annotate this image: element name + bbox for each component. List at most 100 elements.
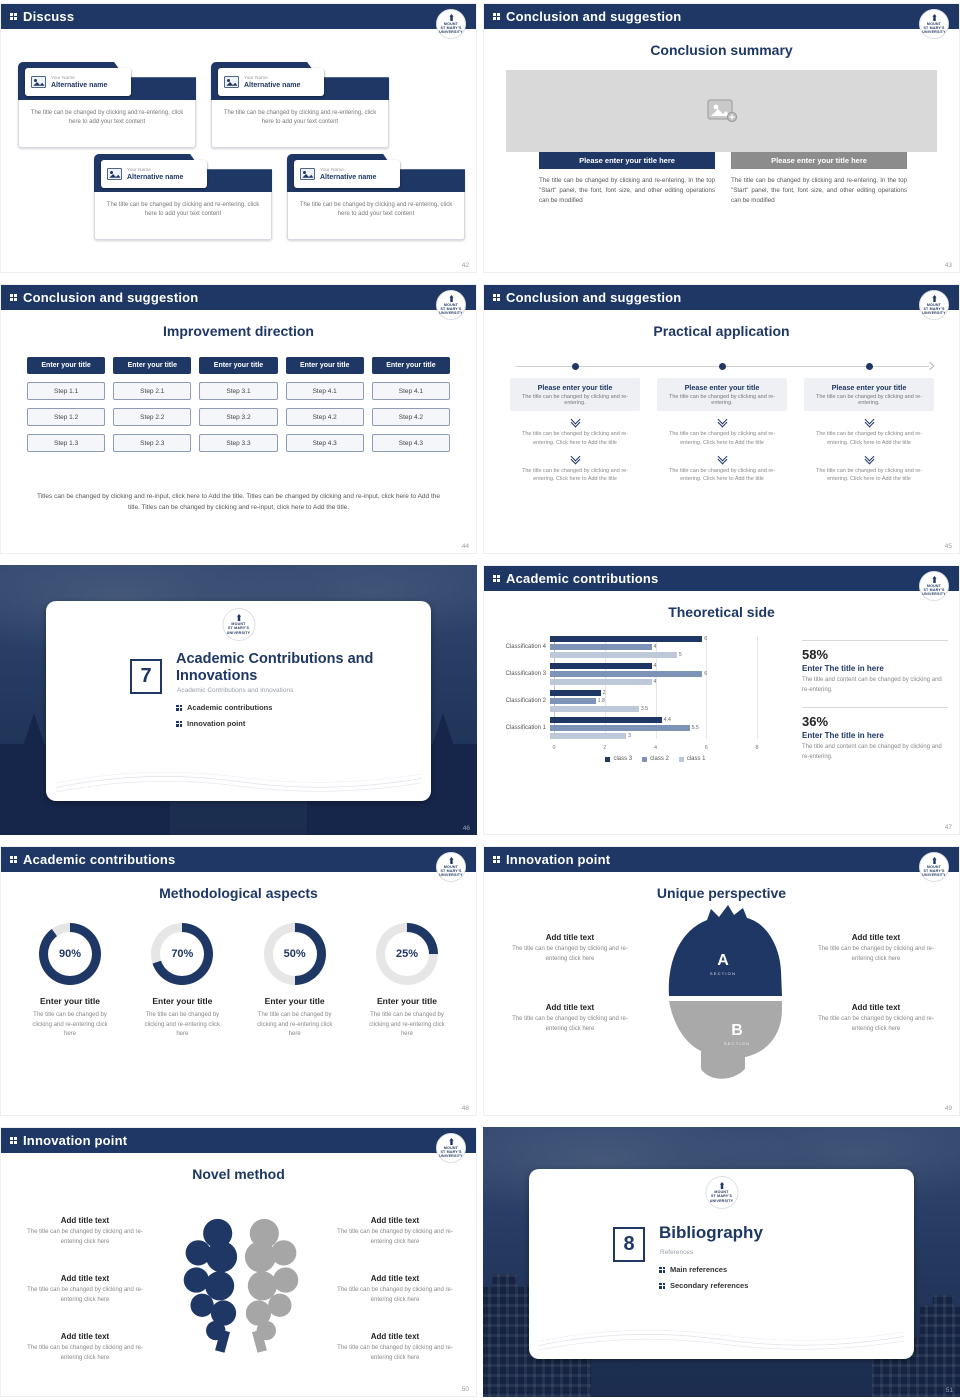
title-button-right[interactable]: Please enter your title here [731,152,907,169]
process-column: Please enter your title The title can be… [657,363,787,484]
folder-body: The title can be changed by clicking and… [287,192,465,240]
step-cell: Step 1.1 [27,382,106,400]
alternative-name-label: Alternative name [127,173,184,181]
slide-50-novel-method[interactable]: Innovation point MOUNT ST MARY'S UNIVERS… [0,1127,477,1397]
page-number: 50 [461,1386,469,1393]
logo-text: ST MARY'S [440,25,462,30]
bar-group: Classification 1 4.4 5.5 3 [498,717,790,739]
title-block: Add title text The title can be changed … [325,1332,465,1363]
bar [550,690,601,696]
block-title: Add title text [851,933,901,942]
page-number: 46 [462,825,470,832]
folder-card: Your Name Alternative name The title can… [94,154,272,240]
logo-text: ST MARY'S [923,868,945,873]
logo-emblem-icon [931,575,937,583]
logo-text: ST MARY'S [440,868,462,873]
slide-51-section-divider[interactable]: MOUNT ST MARY'S UNIVERSITY 8 Bibliograph… [483,1127,960,1397]
bar-value-label: 5.5 [691,725,699,731]
slide-45-practical-application[interactable]: Conclusion and suggestion MOUNT ST MARY'… [483,284,960,554]
timeline-dot [718,363,726,370]
slide-title: Conclusion summary [650,42,793,58]
donut-ring: 90% [39,923,101,985]
slide-header-title: Innovation point [506,852,611,867]
block-title: Add title text [545,1003,595,1012]
logo-emblem-icon [719,1182,724,1190]
process-title: Please enter your title [537,383,613,392]
section-bullets: Academic contributions Innovation point [176,703,272,728]
x-tick-label: 4 [653,745,658,751]
folder-body-text: The title can be changed by clicking and… [30,110,184,126]
donut-ring: 50% [263,923,326,985]
section-a-letter: A [717,952,729,969]
donut-title: Enter your title [152,996,213,1006]
bar-chart-legend: class 3 class 2 class 1 [554,756,757,762]
process-text: The title can be changed by clicking and… [668,431,776,446]
your-name-label: Your Name [127,167,151,173]
wave-decoration [56,771,421,793]
block-title: Add title text [60,1332,110,1341]
bullet-label: Main references [670,1265,728,1274]
bar-value-label: 1.8 [597,698,605,704]
donut-title: Enter your title [376,996,437,1006]
page-number: 51 [945,1387,953,1394]
slide-header: Academic contributions [484,566,959,591]
block-title: Add title text [60,1216,110,1225]
slide-43-conclusion-summary[interactable]: Conclusion and suggestion MOUNT ST MARY'… [483,3,960,273]
chevron-double-down-icon [657,451,787,465]
logo-text: ST MARY'S [710,1194,733,1199]
your-name-label: Your Name [320,167,344,173]
page-number: 42 [461,262,469,269]
section-subtitle: References [660,1249,694,1256]
bullet-label: Secondary references [670,1281,749,1290]
image-placeholder-icon [707,99,737,123]
university-logo: MOUNT ST MARY'S UNIVERSITY [705,1176,738,1209]
block-title: Add title text [545,933,595,942]
column-header: Enter your title [371,357,450,374]
step-cell: Step 3.3 [199,434,278,452]
block-caption: The title can be changed by clicking and… [337,1287,453,1303]
slide-47-theoretical-side[interactable]: Academic contributions MOUNT ST MARY'S U… [483,565,960,835]
bullet-item: Innovation point [176,719,272,728]
slide-header-title: Academic contributions [506,571,659,586]
image-placeholder[interactable] [506,70,937,152]
bullet-label: Innovation point [187,719,246,728]
slide-49-unique-perspective[interactable]: Innovation point MOUNT ST MARY'S UNIVERS… [483,846,960,1116]
university-logo: MOUNT ST MARY'S UNIVERSITY [436,9,466,39]
slide-header: Academic contributions [1,847,476,872]
page-number: 44 [461,543,469,550]
step-cell: Step 3.1 [199,382,278,400]
donut-caption: The title can be changed by clicking and… [256,1012,333,1038]
wave-decoration [539,1329,904,1351]
block-title: Add title text [370,1274,420,1283]
title-button-left[interactable]: Please enter your title here [539,152,715,169]
grid-icon [10,1137,17,1144]
donut-percent: 50% [283,948,306,960]
donut-ring: 25% [375,923,438,985]
section-bullets: Main references Secondary references [659,1265,748,1290]
bar-group: Classification 4 6 4 5 [498,636,790,658]
university-logo: MOUNT ST MARY'S UNIVERSITY [436,852,466,882]
brain-graphic [183,1218,299,1353]
donut-chart: 50% Enter your title The title can be ch… [242,923,348,1040]
button-label: Please enter your title here [771,156,867,165]
page-number: 49 [944,1105,952,1112]
logo-emblem-icon [448,1137,454,1145]
bar-value-label: 6 [704,671,708,677]
slide-46-section-divider[interactable]: MOUNT ST MARY'S UNIVERSITY 7 Academic Co… [0,565,477,835]
stat-caption: The title and content can be changed by … [802,744,942,760]
bar [550,725,690,731]
slide-48-methodological-aspects[interactable]: Academic contributions MOUNT ST MARY'S U… [0,846,477,1116]
step-column: Enter your title Step 1.1 Step 1.2 Step … [27,357,106,452]
process-header: Please enter your title The title can be… [657,378,787,411]
block-caption: The title can be changed by clicking and… [27,1287,143,1303]
slide-42-discuss[interactable]: Discuss MOUNT ST MARY'S UNIVERSITY Your … [0,3,477,273]
block-title: Add title text [851,1003,901,1012]
slide-44-improvement-direction[interactable]: Conclusion and suggestion MOUNT ST MARY'… [0,284,477,554]
logo-text: MOUNT [926,302,942,307]
page-number: 48 [461,1105,469,1112]
process-subtext: The title can be changed by clicking and… [815,394,923,406]
page-number: 43 [944,262,952,269]
logo-text: MOUNT [443,302,459,307]
stat-block: 58% Enter The title in here The title an… [802,640,948,695]
